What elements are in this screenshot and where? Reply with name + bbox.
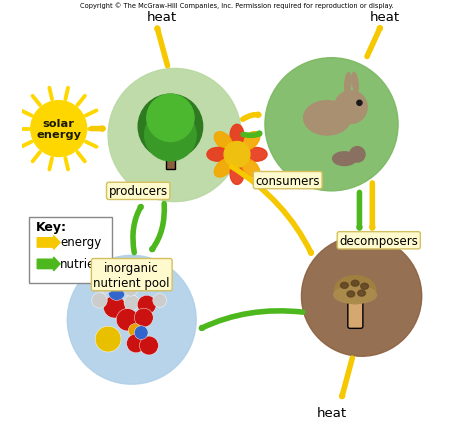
Circle shape xyxy=(265,58,398,191)
Text: solar
energy: solar energy xyxy=(36,119,81,140)
Circle shape xyxy=(139,336,158,355)
Circle shape xyxy=(134,326,148,340)
Ellipse shape xyxy=(345,74,351,95)
Circle shape xyxy=(108,283,125,301)
Ellipse shape xyxy=(333,152,356,166)
Circle shape xyxy=(137,295,156,314)
Ellipse shape xyxy=(207,148,228,162)
FancyBboxPatch shape xyxy=(348,296,363,329)
Text: energy: energy xyxy=(60,236,101,249)
Ellipse shape xyxy=(335,276,375,304)
Ellipse shape xyxy=(358,290,365,296)
Ellipse shape xyxy=(351,281,359,286)
Ellipse shape xyxy=(347,291,355,297)
Ellipse shape xyxy=(230,163,244,185)
Ellipse shape xyxy=(334,286,377,304)
Text: decomposers: decomposers xyxy=(339,234,418,247)
FancyBboxPatch shape xyxy=(28,217,112,283)
Ellipse shape xyxy=(246,148,267,162)
Text: Copyright © The McGraw-Hill Companies, Inc. Permission required for reproduction: Copyright © The McGraw-Hill Companies, I… xyxy=(80,2,394,9)
Circle shape xyxy=(138,95,202,159)
Circle shape xyxy=(92,293,107,308)
Circle shape xyxy=(147,95,194,142)
Circle shape xyxy=(145,110,196,161)
Circle shape xyxy=(224,142,250,168)
Ellipse shape xyxy=(242,132,260,150)
Circle shape xyxy=(357,101,362,106)
Circle shape xyxy=(98,278,114,293)
Ellipse shape xyxy=(242,160,260,178)
Ellipse shape xyxy=(352,73,358,94)
Circle shape xyxy=(124,295,139,310)
Circle shape xyxy=(127,334,146,353)
Ellipse shape xyxy=(214,132,232,150)
Circle shape xyxy=(31,101,87,157)
FancyArrow shape xyxy=(37,236,60,250)
Circle shape xyxy=(349,147,365,163)
FancyBboxPatch shape xyxy=(166,138,175,170)
Text: Key:: Key: xyxy=(36,221,67,233)
Circle shape xyxy=(108,69,241,202)
Circle shape xyxy=(134,308,153,327)
Circle shape xyxy=(103,296,126,318)
Circle shape xyxy=(128,324,142,338)
Circle shape xyxy=(301,237,422,356)
Text: heat: heat xyxy=(147,11,177,25)
Circle shape xyxy=(116,309,138,331)
Ellipse shape xyxy=(340,283,348,289)
Text: consumers: consumers xyxy=(255,174,320,187)
Circle shape xyxy=(95,326,121,352)
Circle shape xyxy=(335,92,367,124)
Text: heat: heat xyxy=(317,405,346,419)
Ellipse shape xyxy=(214,160,232,178)
FancyArrow shape xyxy=(37,258,60,271)
Text: nutrients: nutrients xyxy=(60,257,114,270)
Ellipse shape xyxy=(230,125,244,147)
Circle shape xyxy=(67,256,196,384)
Circle shape xyxy=(153,294,166,307)
Circle shape xyxy=(123,281,138,296)
Text: producers: producers xyxy=(109,185,168,198)
Text: inorganic
nutrient pool: inorganic nutrient pool xyxy=(93,261,170,289)
Ellipse shape xyxy=(361,283,368,289)
Text: heat: heat xyxy=(370,11,400,25)
Ellipse shape xyxy=(303,101,351,136)
